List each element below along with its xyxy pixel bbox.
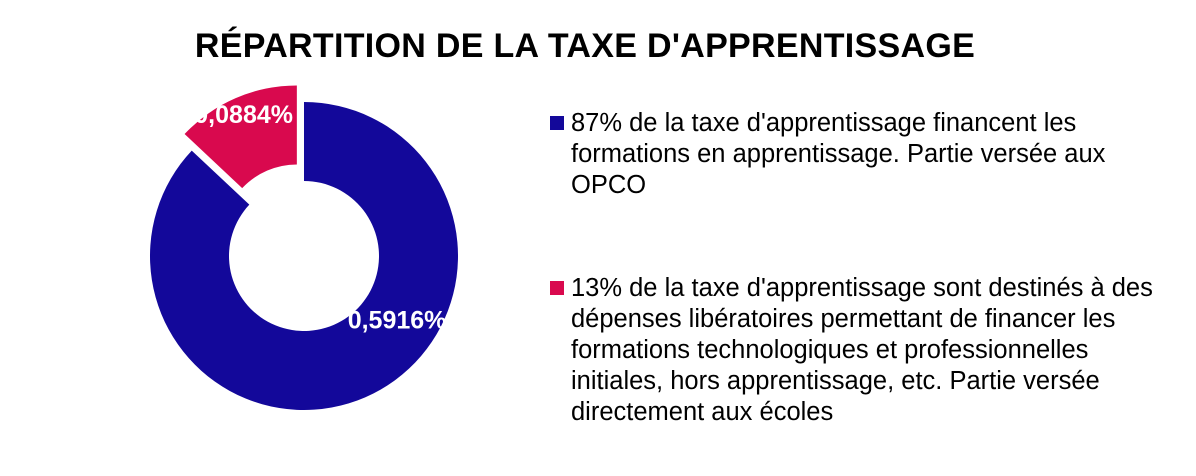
legend-item-exploded: 13% de la taxe d'apprentissage sont dest… <box>550 273 1170 428</box>
legend-text-exploded: 13% de la taxe d'apprentissage sont dest… <box>571 274 1153 426</box>
legend-marker-exploded <box>550 281 564 295</box>
donut-chart: 0,5916% 0,0884% <box>149 85 459 410</box>
legend-marker-main <box>550 116 564 130</box>
slice-label-exploded: 0,0884% <box>194 101 293 129</box>
legend-item-main: 87% de la taxe d'apprentissage financent… <box>550 108 1170 201</box>
legend-text-main: 87% de la taxe d'apprentissage financent… <box>571 109 1106 199</box>
donut-slice-exploded <box>184 85 297 189</box>
donut-slice-main <box>149 102 459 410</box>
slice-label-main: 0,5916% <box>348 306 447 334</box>
chart-title: RÉPARTITION DE LA TAXE D'APPRENTISSAGE <box>194 27 976 65</box>
